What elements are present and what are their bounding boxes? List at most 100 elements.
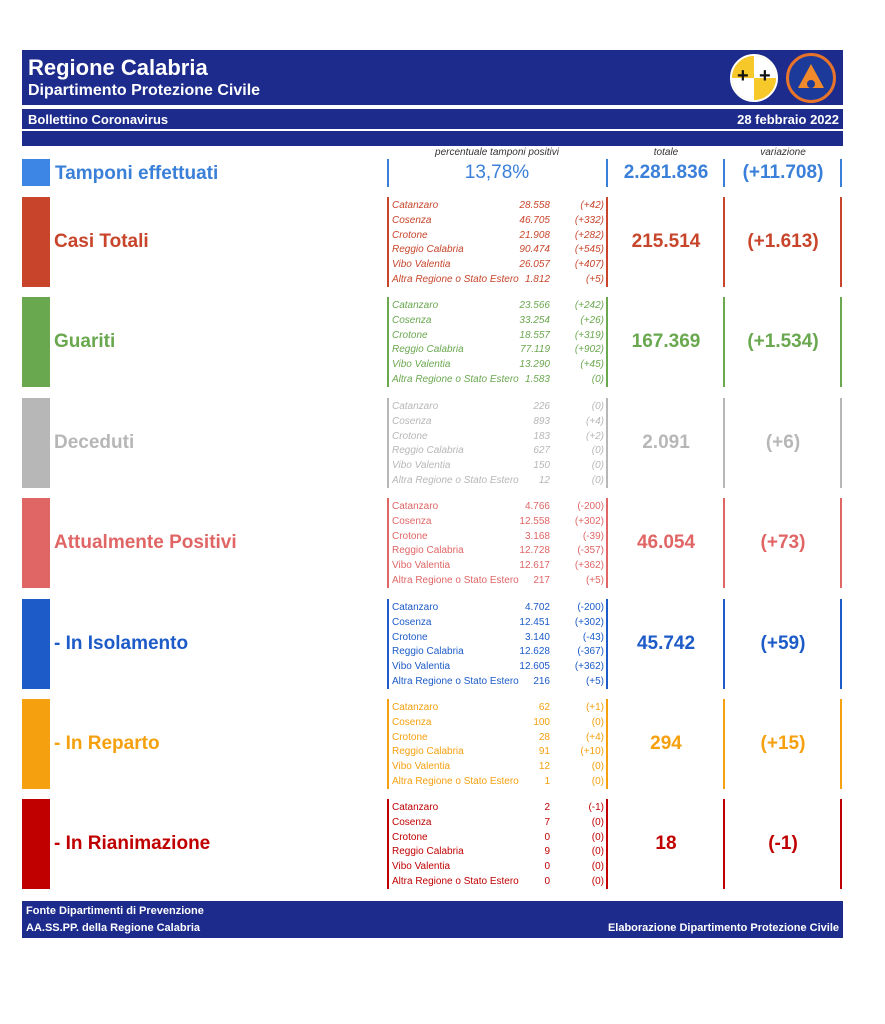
province-breakdown: Catanzaro 4.766 (-200) Cosenza 12.558 (+302) C… xyxy=(390,500,608,589)
province-name: Reggio Calabria xyxy=(392,846,464,858)
province-value: 46.705 xyxy=(519,214,550,226)
province-delta: (0) xyxy=(591,816,604,828)
province-value: 183 xyxy=(533,430,550,442)
province-name: Reggio Calabria xyxy=(392,746,464,758)
category-variation: (+59) xyxy=(760,633,806,654)
province-row: Altra Regione o Stato Estero 217 (+5) xyxy=(390,574,608,589)
divider xyxy=(723,398,725,488)
province-value: 12 xyxy=(538,474,550,486)
province-name: Reggio Calabria xyxy=(392,646,464,658)
province-name: Catanzaro xyxy=(392,300,439,311)
province-row: Catanzaro 23.566 (+242) xyxy=(390,299,608,314)
province-row: Vibo Valentia 26.057 (+407) xyxy=(390,258,608,273)
tamponi-percent: 13,78% xyxy=(464,162,530,183)
province-value: 100 xyxy=(533,716,550,728)
province-row: Altra Regione o Stato Estero 1 (0) xyxy=(390,775,608,790)
province-name: Cosenza xyxy=(392,415,432,427)
category-color-swatch xyxy=(22,699,50,789)
divider xyxy=(387,599,389,689)
province-name: Crotone xyxy=(392,329,428,341)
province-delta: (0) xyxy=(591,474,604,486)
province-name: Altra Regione o Stato Estero xyxy=(392,373,519,385)
province-name: Vibo Valentia xyxy=(392,259,451,271)
province-row: Reggio Calabria 90.474 (+545) xyxy=(390,243,608,258)
province-row: Reggio Calabria 12.628 (-367) xyxy=(390,645,608,660)
divider-bar xyxy=(22,131,843,146)
category-color-swatch xyxy=(22,599,50,689)
province-name: Altra Regione o Stato Estero xyxy=(392,875,519,887)
province-row: Altra Regione o Stato Estero 12 (0) xyxy=(390,474,608,489)
province-name: Catanzaro xyxy=(392,200,439,211)
divider xyxy=(723,498,725,588)
divider xyxy=(723,197,725,287)
category-variation: (+6) xyxy=(765,432,801,453)
category-label: Attualmente Positivi xyxy=(54,532,237,553)
divider xyxy=(840,197,842,287)
province-name: Cosenza xyxy=(392,314,432,326)
footer-bar: Fonte Dipartimenti di Prevenzione AA.SS.… xyxy=(22,901,843,938)
stats-row: Guariti Catanzaro 23.566 (+242) Cosenza 33.25… xyxy=(22,297,843,387)
province-delta: (+4) xyxy=(585,731,604,743)
divider xyxy=(606,799,608,889)
province-value: 217 xyxy=(533,574,550,586)
province-value: 23.566 xyxy=(519,300,550,311)
divider xyxy=(387,197,389,287)
province-row: Vibo Valentia 12.617 (+362) xyxy=(390,559,608,574)
province-delta: (0) xyxy=(591,861,604,873)
stats-row: Attualmente Positivi Catanzaro 4.766 (-200)… xyxy=(22,498,843,588)
category-color-swatch xyxy=(22,197,50,287)
province-row: Vibo Valentia 12 (0) xyxy=(390,760,608,775)
province-row: Reggio Calabria 627 (0) xyxy=(390,444,608,459)
divider xyxy=(387,799,389,889)
province-row: Cosenza 12.558 (+302) xyxy=(390,515,608,530)
province-delta: (+1) xyxy=(585,702,604,713)
province-delta: (-1) xyxy=(588,802,604,813)
divider xyxy=(606,297,608,387)
divider xyxy=(723,159,725,187)
province-row: Reggio Calabria 77.119 (+902) xyxy=(390,343,608,358)
province-row: Crotone 21.908 (+282) xyxy=(390,229,608,244)
bulletin-bar: Bollettino Coronavirus 28 febbraio 2022 xyxy=(22,109,843,129)
divider xyxy=(387,297,389,387)
province-delta: (+302) xyxy=(574,515,604,527)
stats-row: - In Isolamento Catanzaro 4.702 (-200) Cosen… xyxy=(22,599,843,689)
province-row: Reggio Calabria 9 (0) xyxy=(390,845,608,860)
divider xyxy=(723,799,725,889)
province-delta: (-39) xyxy=(582,530,604,542)
divider xyxy=(606,699,608,789)
province-value: 13.290 xyxy=(519,359,550,371)
province-value: 1.812 xyxy=(524,273,550,285)
province-delta: (0) xyxy=(591,875,604,887)
category-variation: (+1.534) xyxy=(747,331,819,352)
divider xyxy=(840,799,842,889)
divider xyxy=(723,297,725,387)
province-value: 62 xyxy=(538,702,550,713)
province-delta: (+42) xyxy=(580,200,604,211)
province-delta: (0) xyxy=(591,460,604,472)
province-value: 3.168 xyxy=(524,530,550,542)
province-value: 28.558 xyxy=(519,200,550,211)
province-delta: (-43) xyxy=(582,631,604,643)
divider xyxy=(840,159,842,187)
province-row: Altra Regione o Stato Estero 0 (0) xyxy=(390,875,608,890)
category-variation: (+15) xyxy=(760,733,806,754)
province-name: Altra Regione o Stato Estero xyxy=(392,273,519,285)
stats-row: - In Reparto Catanzaro 62 (+1) Cosenza 100 (0)… xyxy=(22,699,843,789)
province-row: Cosenza 893 (+4) xyxy=(390,415,608,430)
province-name: Vibo Valentia xyxy=(392,560,451,572)
column-header-percent: percentuale tamponi positivi xyxy=(435,147,559,158)
divider xyxy=(606,159,608,187)
province-delta: (+5) xyxy=(585,574,604,586)
stats-row: - In Rianimazione Catanzaro 2 (-1) Cosenza 7 (… xyxy=(22,799,843,889)
divider xyxy=(387,699,389,789)
province-value: 18.557 xyxy=(519,329,550,341)
stats-row: Deceduti Catanzaro 226 (0) Cosenza 893 (+4) Cro… xyxy=(22,398,843,488)
province-value: 4.702 xyxy=(524,602,550,613)
column-header-variation: variazione xyxy=(760,147,806,158)
province-delta: (+26) xyxy=(580,314,604,326)
divider xyxy=(723,699,725,789)
province-name: Vibo Valentia xyxy=(392,761,451,773)
page-subtitle: Dipartimento Protezione Civile xyxy=(28,82,261,99)
province-value: 893 xyxy=(533,415,550,427)
province-breakdown: Catanzaro 28.558 (+42) Cosenza 46.705 (+332) C… xyxy=(390,199,608,288)
